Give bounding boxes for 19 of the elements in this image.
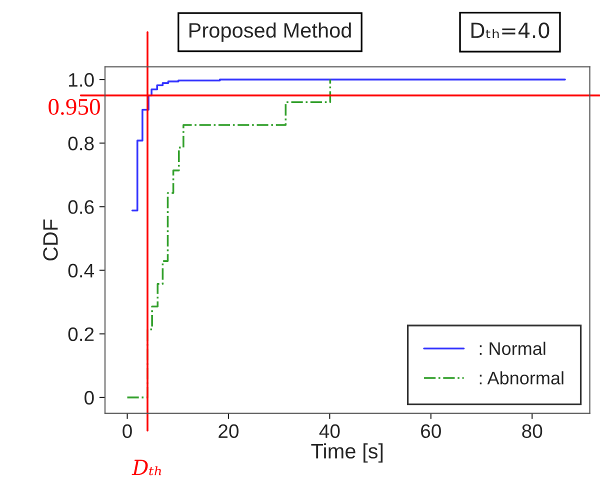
y-tick-label: 0.6 bbox=[68, 200, 94, 214]
x-tick-label: 80 bbox=[522, 424, 542, 438]
x-tick-label: 20 bbox=[218, 424, 239, 438]
legend-label: : Abnormal bbox=[480, 371, 564, 384]
x-tick-label: 40 bbox=[319, 424, 340, 438]
x-tick-label: 0 bbox=[122, 424, 132, 438]
ref-line-label: 0.950 bbox=[48, 98, 100, 115]
ref-line-label: Dₜₕ bbox=[132, 460, 162, 476]
chart-title: Proposed Method bbox=[189, 22, 351, 42]
y-tick-label: 0.2 bbox=[68, 327, 94, 342]
legend-label: : Normal bbox=[480, 342, 546, 356]
y-tick-label: 0.8 bbox=[68, 136, 94, 150]
y-tick-label: 1.0 bbox=[69, 73, 94, 87]
y-axis-title: CDF bbox=[43, 220, 58, 260]
y-tick-label: 0.4 bbox=[68, 264, 94, 278]
x-tick-label: 60 bbox=[421, 424, 441, 438]
y-tick-label: 0 bbox=[84, 390, 94, 405]
x-axis-title: Time [s] bbox=[311, 443, 383, 463]
text: Dₜₕ=4.0 bbox=[471, 22, 550, 38]
